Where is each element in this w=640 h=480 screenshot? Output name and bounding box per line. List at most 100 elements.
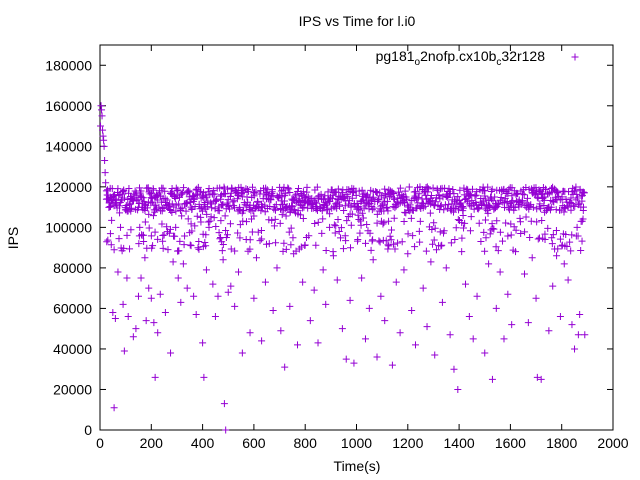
data-point — [579, 188, 587, 196]
data-point — [401, 187, 409, 195]
data-point — [521, 228, 529, 236]
data-point — [404, 230, 412, 238]
data-point — [207, 213, 215, 221]
data-point — [137, 274, 145, 282]
x-tick-label: 1800 — [546, 435, 577, 451]
y-tick-label: 100000 — [45, 219, 92, 235]
data-point — [141, 254, 149, 262]
data-point — [257, 207, 265, 215]
data-point — [219, 201, 227, 209]
data-point — [244, 187, 252, 195]
data-point — [422, 247, 430, 255]
data-point — [560, 260, 568, 268]
data-point — [194, 183, 202, 191]
data-point — [421, 187, 429, 195]
data-point — [475, 219, 483, 227]
data-point — [175, 247, 183, 255]
data-point — [149, 212, 157, 220]
data-point — [429, 240, 437, 248]
data-point — [459, 211, 467, 219]
data-point — [437, 242, 445, 250]
data-point — [381, 185, 389, 193]
data-point — [136, 184, 144, 192]
data-point — [359, 214, 367, 222]
data-point — [221, 212, 229, 220]
y-tick-label: 20000 — [53, 381, 92, 397]
data-point — [348, 210, 356, 218]
data-point — [556, 313, 564, 321]
data-point — [363, 192, 371, 200]
data-point — [353, 237, 361, 245]
data-point — [286, 188, 294, 196]
x-axis: 0 200 400 600 800 1000 1200 1400 1600 1800 2000 — [96, 45, 629, 451]
data-point — [512, 226, 520, 234]
data-point — [450, 365, 458, 373]
data-point — [212, 222, 220, 230]
data-point — [114, 185, 122, 193]
data-point — [107, 203, 115, 211]
data-point — [204, 218, 212, 226]
data-point — [382, 203, 390, 211]
data-point — [256, 237, 264, 245]
data-point — [490, 225, 498, 233]
data-point — [217, 234, 225, 241]
data-point — [471, 192, 479, 200]
data-point — [361, 335, 369, 343]
data-point — [158, 220, 166, 228]
data-point — [271, 215, 279, 223]
data-point — [438, 241, 446, 249]
data-point — [522, 213, 530, 221]
data-point — [413, 204, 421, 212]
data-point — [289, 234, 297, 242]
data-point — [415, 227, 423, 235]
data-point — [319, 215, 327, 223]
data-point — [421, 202, 429, 210]
data-point — [396, 329, 404, 337]
data-point — [156, 189, 164, 197]
data-point — [370, 204, 378, 212]
data-point — [332, 200, 340, 208]
data-point — [474, 205, 482, 213]
data-point — [519, 197, 527, 205]
data-point — [250, 294, 258, 302]
data-point — [516, 218, 524, 226]
data-point — [217, 217, 225, 225]
data-point — [322, 247, 330, 255]
data-point — [505, 206, 513, 214]
data-point — [180, 184, 188, 192]
data-point — [383, 197, 391, 205]
data-point — [547, 185, 555, 193]
data-point — [183, 189, 191, 197]
data-point — [368, 206, 376, 214]
data-point — [181, 232, 189, 240]
data-point — [312, 241, 320, 249]
data-point — [287, 224, 295, 232]
data-point — [250, 212, 258, 220]
data-point — [278, 201, 286, 209]
data-point — [354, 203, 362, 211]
data-point — [430, 201, 438, 209]
data-point — [458, 248, 466, 256]
data-point — [544, 190, 552, 198]
data-point — [552, 187, 560, 195]
data-point — [505, 185, 513, 193]
data-point — [435, 191, 443, 199]
data-point — [195, 245, 203, 253]
data-point — [250, 188, 258, 196]
data-point — [533, 373, 541, 381]
data-point — [187, 220, 195, 228]
data-point — [277, 206, 285, 214]
y-axis: 0 20000 40000 60000 80000 100000 120000 140000 1… — [45, 57, 613, 438]
data-point — [432, 198, 440, 206]
data-point — [288, 203, 296, 211]
data-point — [147, 232, 155, 240]
data-point — [100, 142, 108, 150]
data-point — [407, 214, 415, 222]
data-point — [400, 266, 408, 274]
data-point — [436, 228, 444, 236]
data-point — [120, 194, 128, 202]
data-point — [102, 187, 110, 195]
data-point — [388, 226, 396, 234]
data-point — [174, 186, 182, 194]
data-point — [376, 238, 384, 246]
